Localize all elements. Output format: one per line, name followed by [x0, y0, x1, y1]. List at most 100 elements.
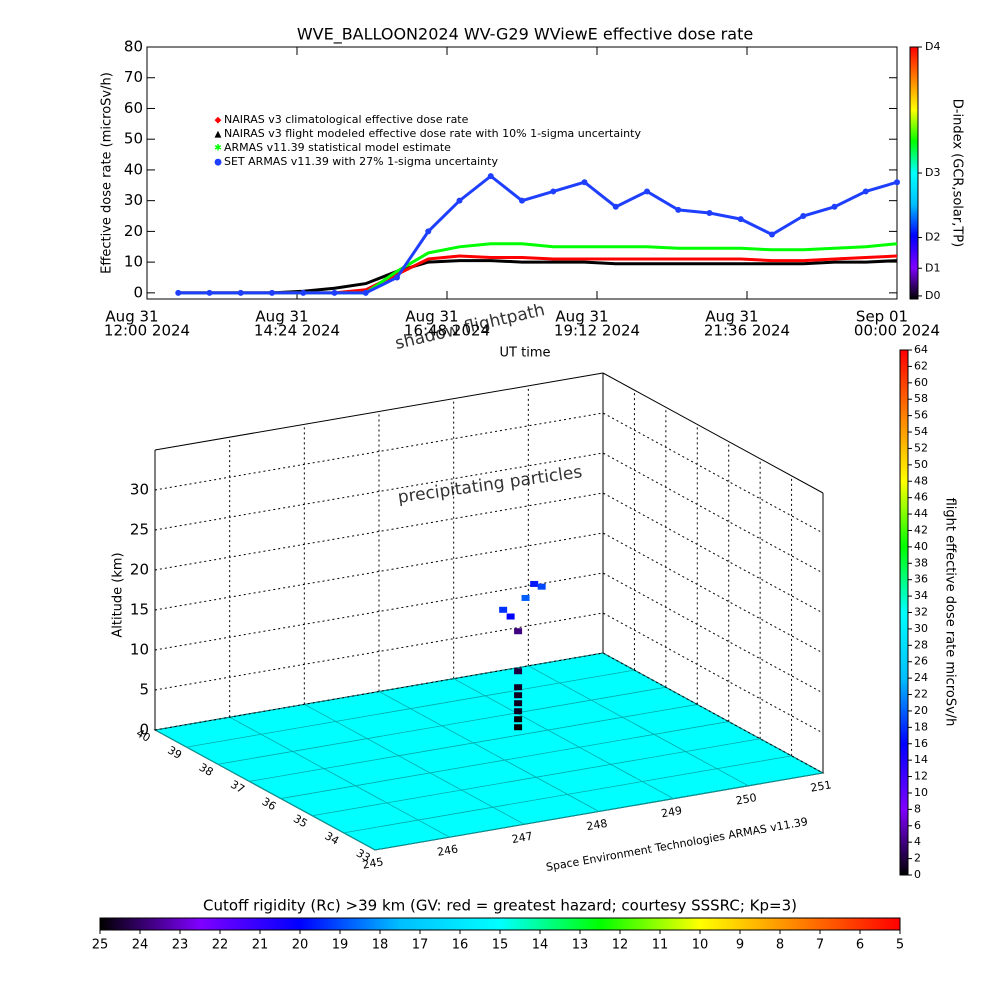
z-tick-label: 0 [139, 721, 149, 739]
series-marker [456, 197, 463, 204]
flight-point [514, 684, 523, 691]
colorbar-tick-label: 38 [914, 556, 928, 569]
colorbar-tick-label: 42 [914, 523, 928, 536]
y-tick-label: 33 [354, 846, 373, 864]
series-marker [394, 274, 400, 281]
series-marker [487, 173, 494, 180]
series-marker [519, 197, 525, 204]
series-marker [800, 213, 807, 220]
colorbar-tick-label: D1 [925, 261, 940, 274]
x-tick-label: 21:36 2024 [704, 322, 790, 340]
colorbar-tick-label: 46 [914, 491, 928, 504]
series-marker [300, 289, 307, 296]
y-tick-label: 80 [124, 38, 143, 56]
x-tick-label: 00:00 2024 [854, 322, 940, 340]
x-tick-label: 12:00 2024 [104, 322, 190, 340]
colorbar-tick-label: 15 [492, 938, 509, 953]
wall-grid [154, 452, 824, 574]
plot-frame [146, 46, 898, 300]
colorbar-tick-label: 32 [914, 606, 928, 619]
y-tick-label: 20 [124, 222, 143, 240]
box-edge [154, 372, 604, 451]
y-tick-label: 70 [124, 68, 143, 86]
colorbar-tick-label: 0 [914, 868, 921, 881]
colorbar-tick-label: 26 [914, 655, 928, 668]
y-tick-label: 30 [124, 191, 143, 209]
flight-point [521, 594, 530, 601]
series-line [178, 259, 898, 295]
series-marker [331, 289, 338, 296]
y-tick-label: 60 [124, 99, 143, 117]
flight-point [514, 668, 523, 675]
series-marker [581, 179, 588, 186]
colorbar-tick-label: 6 [914, 819, 921, 832]
y-tick-label: 37 [228, 778, 247, 796]
colorbar-tick-label: 44 [914, 507, 928, 520]
z-tick-label: 5 [139, 681, 149, 699]
legend-symbol: ▲ [215, 130, 222, 140]
flight-point [506, 613, 515, 620]
y-tick-label: 40 [124, 160, 143, 178]
x-tick-label: 247 [511, 830, 534, 846]
colorbar-tick-label: 18 [914, 720, 928, 733]
series-marker [706, 209, 713, 216]
colorbar-tick-label: 20 [292, 938, 309, 953]
box-edge [602, 372, 824, 494]
flight-point [514, 724, 523, 731]
colorbar-label: Cutoff rigidity (Rc) >39 km (GV: red = g… [203, 897, 797, 915]
colorbar-tick-label: 60 [914, 376, 928, 389]
x-tick-label: 251 [809, 778, 832, 794]
series-marker [737, 216, 744, 223]
legend-symbol: ✱ [214, 144, 222, 154]
x-tick-label: 16:48 2024 [404, 322, 490, 340]
y-tick-label: 10 [124, 253, 143, 271]
colorbar-tick-label: 24 [914, 671, 928, 684]
colorbar-tick-label: 54 [914, 425, 928, 438]
series-marker [862, 188, 869, 195]
colorbar-tick-label: 34 [914, 589, 928, 602]
colorbar-tick-label: 62 [914, 359, 928, 372]
colorbar-tick-label: 4 [914, 835, 921, 848]
x-tick-label: Aug 31 [555, 308, 608, 326]
series-marker [831, 203, 838, 210]
colorbar-tick-label: 12 [612, 938, 629, 953]
annotation: Space Environment Technologies ARMAS v11… [545, 815, 809, 874]
floor-grid [249, 704, 698, 782]
z-tick-label: 30 [130, 481, 149, 499]
wall-grid [154, 412, 824, 534]
colorbar-tick-label: 9 [736, 938, 744, 953]
colorbar-tick-label: 8 [914, 802, 921, 815]
flight-point [537, 583, 546, 590]
x-tick-label: Aug 31 [105, 308, 158, 326]
colorbar-tick-label: 5 [896, 938, 904, 953]
floor-grid [304, 703, 525, 825]
colorbar-tick-label: 52 [914, 441, 928, 454]
z-tick-label: 20 [130, 561, 149, 579]
colorbar-tick-label: D4 [925, 40, 940, 53]
flight-point [514, 700, 523, 707]
legend-label: NAIRAS v3 climatological effective dose … [224, 113, 469, 126]
colorbar [99, 917, 901, 931]
floor-grid [154, 729, 376, 851]
colorbar-tick-label: 36 [914, 573, 928, 586]
colorbar-tick-label: 13 [572, 938, 589, 953]
z-tick-label: 25 [130, 521, 149, 539]
colorbar-label: flight effective dose rate microSv/h [943, 498, 958, 727]
colorbar-tick-label: 21 [252, 938, 269, 953]
colorbar-tick-label: 2 [914, 852, 921, 865]
x-tick-label: 250 [735, 791, 758, 807]
colorbar-tick-label: 14 [532, 938, 549, 953]
floor-grid [528, 665, 749, 787]
floor-grid [229, 716, 450, 838]
series-marker [269, 289, 275, 296]
colorbar [909, 46, 919, 300]
colorbar-tick-label: 16 [914, 737, 928, 750]
colorbar-tick-label: 23 [172, 938, 189, 953]
colorbar [899, 349, 909, 876]
x-tick-label: 246 [436, 842, 459, 858]
y-tick-label: 0 [133, 283, 143, 301]
y-tick-label: 40 [134, 726, 153, 744]
floor-grid [186, 669, 635, 748]
flight-point [514, 716, 523, 723]
